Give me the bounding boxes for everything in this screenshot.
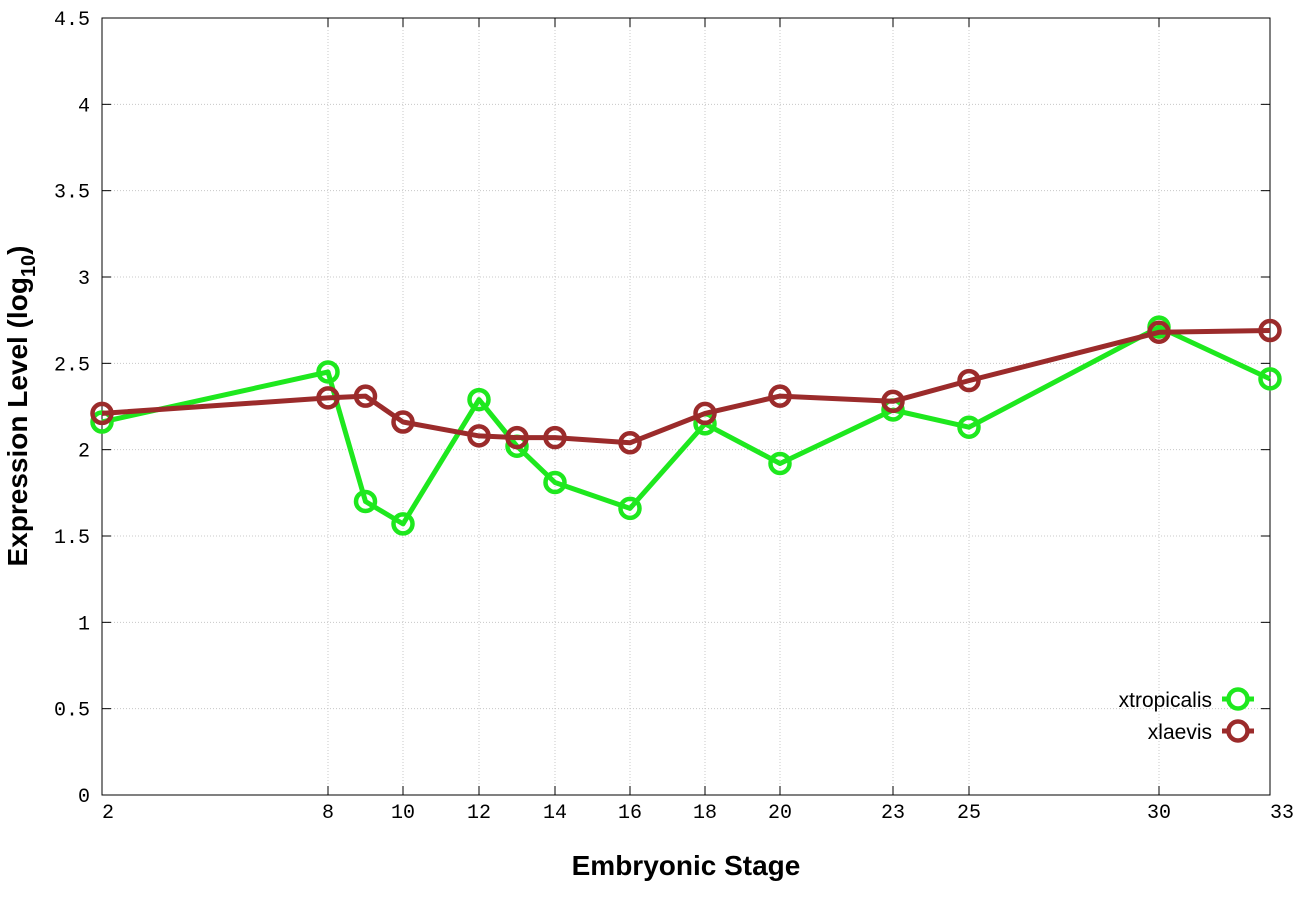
legend-marker-xlaevis (1226, 719, 1250, 743)
series-group (90, 315, 1282, 536)
data-point-xtropicalis-stage-8 (316, 360, 340, 384)
legend: xtropicalis xlaevis (1119, 687, 1254, 744)
x-tick-label: 16 (618, 802, 642, 825)
data-point-xlaevis-stage-12 (467, 424, 491, 448)
x-tick-label: 18 (693, 802, 717, 825)
data-point-xlaevis-stage-13 (505, 425, 529, 450)
x-tick-label: 23 (881, 802, 905, 825)
legend-label-xtropicalis: xtropicalis (1119, 689, 1212, 712)
x-tick-label: 12 (467, 802, 491, 825)
y-tick-label: 4.5 (54, 9, 90, 32)
data-point-xtropicalis-stage-25 (957, 415, 981, 439)
y-tick-label: 0 (78, 786, 90, 809)
y-tick-label: 3 (78, 268, 90, 291)
data-point-xlaevis-stage-23 (881, 389, 905, 414)
data-point-xlaevis-stage-2 (90, 401, 114, 426)
x-tick-label: 2 (102, 802, 114, 825)
x-tick-label: 25 (957, 802, 981, 825)
y-tick-label: 1.5 (54, 527, 90, 550)
data-point-xlaevis-stage-18 (693, 401, 717, 426)
y-axis-title: Expression Level (log10) (2, 246, 40, 567)
data-point-xlaevis-stage-14 (543, 425, 567, 450)
data-point-xlaevis-stage-8 (316, 386, 340, 410)
x-tick-label: 33 (1270, 802, 1294, 825)
x-tick-label: 20 (768, 802, 792, 825)
y-tick-label: 3.5 (54, 182, 90, 205)
y-tick-label: 2 (78, 441, 90, 464)
plot-frame (101, 17, 1271, 796)
legend-marker-xtropicalis (1226, 687, 1250, 711)
data-point-xtropicalis-stage-20 (768, 451, 792, 476)
data-point-xtropicalis-stage-14 (543, 470, 567, 495)
data-point-xlaevis-stage-10 (391, 410, 415, 434)
data-point-xlaevis-stage-25 (957, 368, 981, 393)
data-point-xtropicalis-stage-9 (353, 489, 378, 514)
axis-ticks: 0 0.5 1 1.5 2 2.5 3 3.5 4 4.5 2 8 10 12 14 16 18 20 23 25 30… (54, 9, 1294, 825)
plot-border (101, 17, 1271, 796)
data-point-xlaevis-stage-16 (618, 431, 642, 455)
data-point-xlaevis-stage-20 (768, 384, 792, 408)
data-point-xtropicalis-stage-10 (391, 512, 415, 536)
data-point-xlaevis-stage-9 (353, 384, 378, 408)
y-axis-title-subscript: 10 (18, 255, 40, 277)
y-tick-label: 4 (78, 95, 90, 118)
x-tick-label: 14 (543, 802, 567, 825)
y-tick-label: 1 (78, 613, 90, 636)
y-tick-label: 2.5 (54, 354, 90, 377)
data-point-xtropicalis-stage-12 (467, 387, 491, 412)
x-tick-label: 8 (322, 802, 334, 825)
data-point-xtropicalis-stage-16 (618, 496, 642, 521)
x-axis-title: Embryonic Stage (572, 850, 801, 881)
x-tick-label: 30 (1147, 802, 1171, 825)
y-tick-label: 0.5 (54, 700, 90, 723)
y-axis-title-main: Expression Level (log (2, 277, 33, 566)
data-point-xlaevis-stage-33 (1258, 318, 1282, 343)
grid-lines (102, 18, 1270, 795)
data-point-xtropicalis-stage-33 (1258, 367, 1282, 391)
y-axis-title-close: ) (2, 246, 33, 255)
legend-label-xlaevis: xlaevis (1148, 721, 1212, 744)
data-point-xlaevis-stage-30 (1147, 320, 1171, 345)
x-tick-label: 10 (391, 802, 415, 825)
